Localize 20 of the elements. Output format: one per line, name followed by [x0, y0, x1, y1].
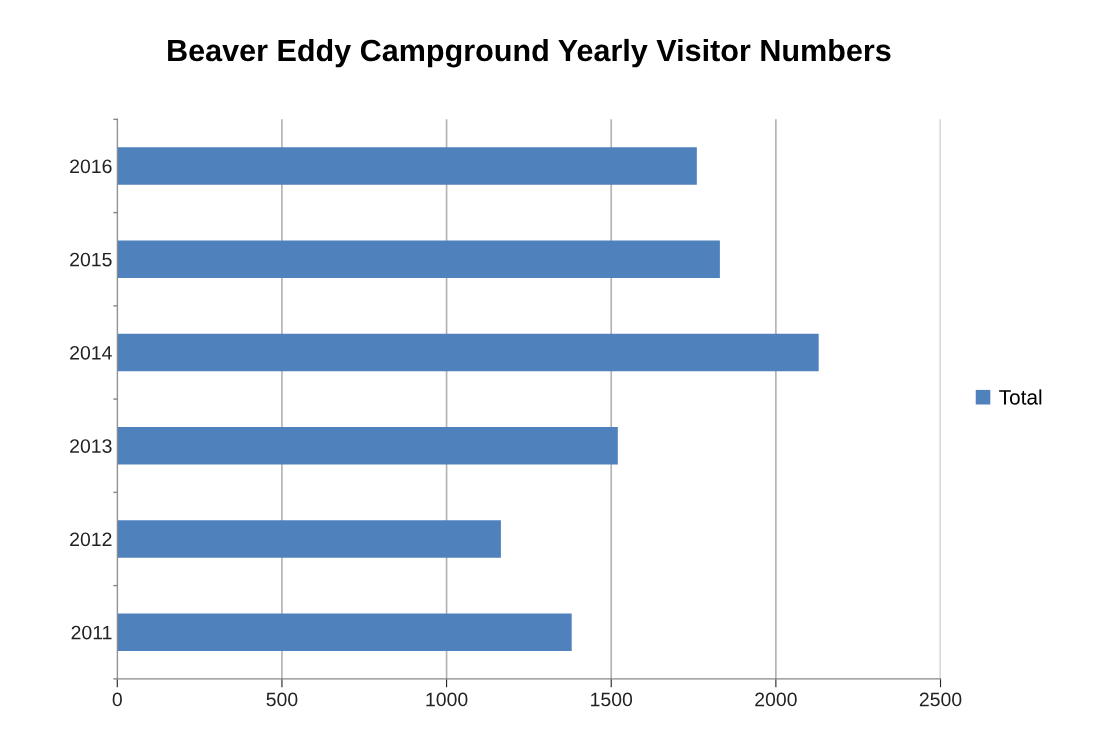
y-tick-label: 2016 — [70, 159, 112, 174]
y-tick-label: 2014 — [70, 345, 112, 360]
bar — [117, 333, 819, 372]
x-tick-label: 0 — [112, 692, 122, 707]
bar — [117, 520, 501, 558]
bar — [117, 147, 697, 185]
x-tick-label: 2500 — [919, 692, 962, 707]
y-tick-label: 2013 — [70, 439, 112, 453]
bar — [117, 427, 618, 465]
y-tick-label: 2015 — [70, 252, 112, 267]
legend-label: Total — [999, 389, 1042, 405]
x-tick-label: 500 — [266, 692, 298, 707]
x-tick-label: 2000 — [755, 692, 797, 707]
bar — [117, 613, 572, 651]
x-tick-label: 1000 — [426, 692, 468, 707]
y-tick-label: 2011 — [71, 625, 112, 640]
bar — [117, 240, 720, 278]
x-tick-label: 1500 — [591, 692, 633, 707]
chart-title: Beaver Eddy Campground Yearly Visitor Numbers — [168, 38, 891, 68]
y-tick-label: 2012 — [70, 532, 112, 547]
